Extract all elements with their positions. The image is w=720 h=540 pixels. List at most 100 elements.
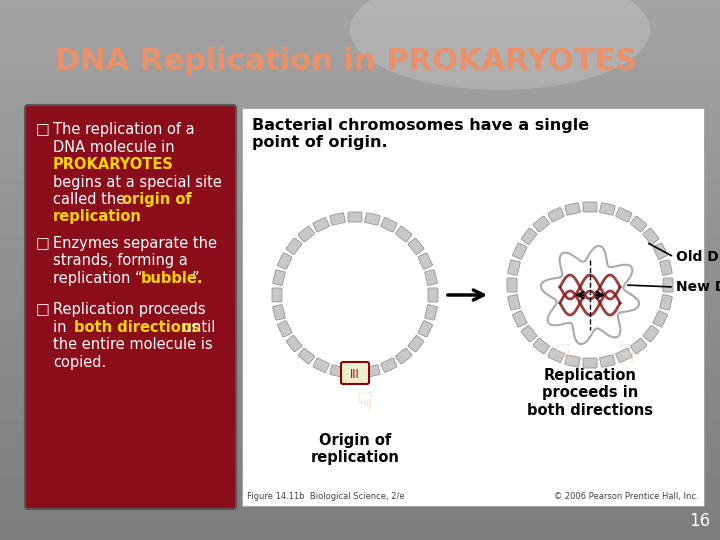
Bar — [0, 80, 720, 81]
Bar — [0, 440, 720, 441]
Bar — [0, 244, 720, 245]
Bar — [0, 192, 720, 193]
Bar — [0, 476, 720, 477]
Bar — [0, 19, 720, 20]
Bar — [0, 536, 720, 537]
Bar — [0, 328, 720, 329]
Bar — [0, 76, 720, 77]
Bar — [0, 126, 720, 127]
Bar — [0, 108, 720, 109]
Text: .: . — [129, 210, 134, 225]
Bar — [0, 186, 720, 187]
Bar — [0, 188, 720, 189]
Bar — [0, 392, 720, 393]
Bar — [0, 416, 720, 417]
Bar — [0, 45, 720, 46]
Bar — [0, 432, 720, 433]
FancyBboxPatch shape — [521, 228, 537, 245]
Bar — [0, 72, 720, 73]
Bar — [0, 458, 720, 459]
Bar — [0, 15, 720, 16]
Bar — [0, 21, 720, 22]
Bar — [0, 237, 720, 238]
Bar — [0, 122, 720, 123]
Bar — [0, 490, 720, 491]
Bar — [0, 118, 720, 119]
Bar — [0, 334, 720, 335]
Bar — [0, 319, 720, 320]
Bar — [0, 349, 720, 350]
Bar — [0, 155, 720, 156]
Bar — [0, 173, 720, 174]
Bar — [0, 369, 720, 370]
Bar — [0, 468, 720, 469]
Bar — [0, 7, 720, 8]
Bar — [0, 39, 720, 40]
Bar — [0, 343, 720, 344]
Bar — [0, 515, 720, 516]
Bar — [0, 475, 720, 476]
Bar — [0, 509, 720, 510]
Bar — [0, 339, 720, 340]
Bar — [0, 382, 720, 383]
FancyBboxPatch shape — [425, 270, 437, 286]
Bar — [0, 83, 720, 84]
Bar — [0, 32, 720, 33]
Bar — [0, 351, 720, 352]
Bar — [0, 412, 720, 413]
Bar — [0, 204, 720, 205]
Text: Replication
proceeds in
both directions: Replication proceeds in both directions — [527, 368, 653, 418]
FancyBboxPatch shape — [565, 202, 580, 215]
FancyBboxPatch shape — [25, 105, 236, 509]
Bar — [0, 140, 720, 141]
Bar — [0, 317, 720, 318]
Bar — [0, 215, 720, 216]
Bar — [0, 364, 720, 365]
Bar — [0, 134, 720, 135]
Bar — [0, 109, 720, 110]
Bar — [0, 314, 720, 315]
Bar — [0, 306, 720, 307]
Bar — [0, 402, 720, 403]
Bar — [0, 375, 720, 376]
Bar — [0, 123, 720, 124]
Bar — [0, 483, 720, 484]
Bar — [0, 222, 720, 223]
Bar — [0, 143, 720, 144]
Bar — [0, 435, 720, 436]
Bar — [0, 516, 720, 517]
Bar — [0, 467, 720, 468]
Bar — [0, 281, 720, 282]
Bar — [0, 341, 720, 342]
Bar — [0, 532, 720, 533]
Bar — [0, 179, 720, 180]
Bar — [0, 2, 720, 3]
Bar — [0, 101, 720, 102]
Bar — [0, 271, 720, 272]
Bar — [0, 444, 720, 445]
Text: Replication proceeds: Replication proceeds — [53, 302, 206, 317]
Bar — [0, 330, 720, 331]
Bar — [0, 96, 720, 97]
Bar — [0, 400, 720, 401]
Bar — [0, 348, 720, 349]
Text: ☞: ☞ — [546, 343, 570, 366]
Bar — [0, 59, 720, 60]
Text: □: □ — [36, 236, 50, 251]
Bar — [0, 270, 720, 271]
Bar — [0, 431, 720, 432]
Bar — [0, 423, 720, 424]
Bar — [0, 438, 720, 439]
Bar — [0, 105, 720, 106]
FancyBboxPatch shape — [348, 212, 362, 222]
Bar — [0, 359, 720, 360]
Bar — [0, 99, 720, 100]
Bar — [0, 293, 720, 294]
FancyBboxPatch shape — [408, 335, 424, 352]
Bar — [0, 524, 720, 525]
Bar — [0, 54, 720, 55]
Bar — [0, 207, 720, 208]
Bar — [0, 258, 720, 259]
Bar — [0, 10, 720, 11]
Bar — [0, 538, 720, 539]
